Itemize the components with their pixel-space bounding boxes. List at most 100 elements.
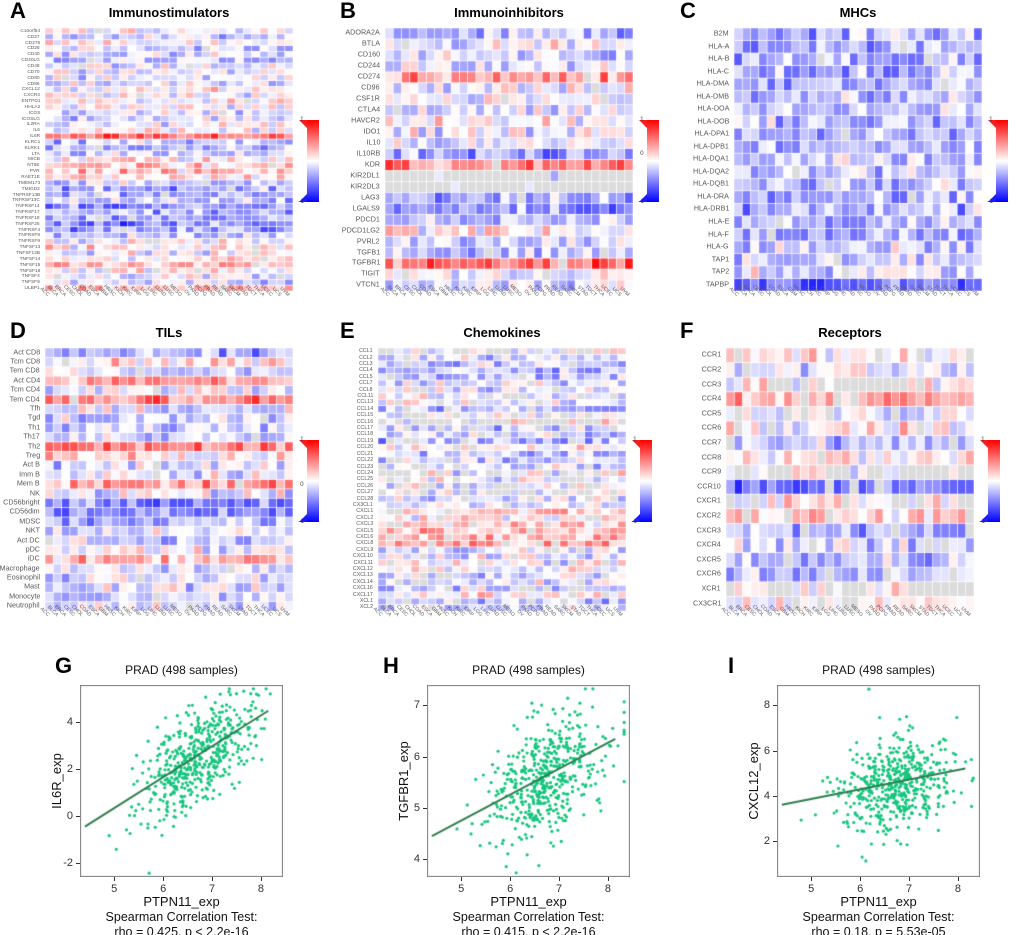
- row-label: Neutrophil: [7, 601, 40, 610]
- colorbar-tick-label: 1: [989, 116, 993, 124]
- row-label: PVRL2: [357, 237, 380, 246]
- row-label: TAP2: [711, 267, 729, 276]
- row-label: Act B: [22, 461, 40, 469]
- y-tick-label: 7: [413, 699, 420, 712]
- row-label: ULBP1: [24, 285, 40, 291]
- colorbar-tick-label: 0: [640, 149, 644, 157]
- panel-title: MHCs: [839, 5, 877, 20]
- panel-e-chemokines-heatmap: E Chemokines CCL1 CCL2 CCL3 CCL4 CCL5 CCL7 CCL…: [330, 320, 670, 650]
- heatmap-row-labels: B2M HLA-A HLA-B HLA-C HLA-DMA HLA-DMB HLA-DOA H…: [670, 28, 732, 291]
- row-label: pDC: [25, 545, 40, 554]
- x-tick-label: 7: [906, 883, 913, 895]
- row-label: CTLA4: [357, 105, 380, 114]
- row-label: XCL1: [359, 597, 373, 604]
- panel-title: Immunoinhibitors: [454, 5, 564, 20]
- row-label: CD276: [25, 39, 40, 46]
- row-label: VTCN1: [356, 281, 380, 289]
- row-label: TGFB1: [356, 248, 380, 257]
- row-label: TMIGD2: [21, 185, 40, 192]
- colorbar-tick-label: -1: [979, 518, 985, 526]
- row-label: TNFSF15: [19, 261, 40, 268]
- row-label: NKT: [25, 526, 40, 535]
- row-label: CD28: [27, 45, 40, 51]
- row-label: PVR: [30, 168, 40, 174]
- x-tick-label: 8: [954, 883, 962, 895]
- y-tick-mark: [423, 705, 427, 707]
- row-label: Monocyte: [8, 592, 40, 601]
- x-tick-label: 5: [458, 883, 465, 895]
- panel-h-scatter-tgfbr1-vs-ptpn11: H PRAD (498 samples) TGFBR1_exp 5 6 7 8 4 5 6 7…: [370, 655, 685, 935]
- row-label: CCL7: [359, 380, 373, 386]
- plot-title: PRAD (498 samples): [822, 663, 935, 677]
- heatmap-colorbar: 1 -1: [979, 437, 1000, 525]
- row-label: CCR1: [701, 350, 721, 359]
- stats-values: rho = 0.425, p < 2.2e-16: [114, 925, 249, 935]
- row-label: LTA: [31, 150, 40, 157]
- y-tick-mark: [423, 859, 427, 861]
- row-label: TNFRSF14: [15, 203, 40, 209]
- y-tick-mark: [423, 807, 427, 809]
- panel-f-receptors-heatmap: F Receptors CCR1 CCR2 CCR3 CCR4 CCR5 CCR6 CCR7…: [670, 320, 1020, 650]
- row-label: Tcm CD4: [10, 385, 40, 394]
- panel-letter: H: [383, 653, 399, 678]
- row-label: HLA-DQB1: [692, 180, 729, 189]
- row-label: MDSC: [18, 517, 40, 526]
- row-label: HLA-DPA1: [694, 130, 729, 138]
- panel-title: Receptors: [818, 325, 882, 340]
- row-label: CCL15: [356, 412, 373, 418]
- y-tick-label: 2: [66, 763, 73, 776]
- row-label: CCL19: [356, 437, 373, 444]
- row-label: TAPBP: [705, 280, 729, 289]
- row-label: HLA-F: [708, 230, 729, 239]
- row-label: Imm B: [19, 470, 40, 479]
- row-label: HLA-A: [707, 42, 729, 51]
- row-label: CXCR6: [696, 570, 721, 579]
- row-label: Tcm CD8: [10, 357, 40, 366]
- panel-letter: C: [680, 0, 696, 23]
- x-tick-mark: [260, 877, 262, 881]
- y-tick-mark: [773, 750, 777, 752]
- row-label: TNFRSF9: [18, 238, 40, 244]
- x-axis-label: PTPN11_exp: [840, 894, 917, 909]
- heatmap-colorbar: 1 -1: [298, 117, 319, 205]
- row-label: CXCL10: [353, 553, 373, 559]
- row-label: CXCL1: [356, 508, 373, 514]
- colorbar-tick-label: -1: [631, 518, 637, 526]
- row-label: CCL22: [356, 456, 373, 463]
- heatmap-row-labels: Act CD8 Tcm CD8 Tem CD8 Act CD4 Tcm CD4 Tem C…: [0, 348, 43, 611]
- heatmap-col-labels: ACC BLCA BRCA CESC CHOL COAD ESCA GBM HNSC KICH KI…: [373, 603, 626, 639]
- panel-a-immunostimulators-heatmap: A Immunostimulators C10orf54 CD27 CD276 CD2…: [0, 0, 330, 320]
- row-label: CCL3: [359, 360, 373, 367]
- row-label: CXCL9: [356, 546, 373, 553]
- row-label: TGFBR1: [351, 259, 380, 268]
- row-label: Act CD8: [13, 348, 40, 357]
- x-tick-mark: [510, 877, 512, 881]
- x-tick-mark: [909, 877, 911, 881]
- row-label: RAET1E: [21, 174, 40, 180]
- row-label: HLA-DMA: [696, 79, 729, 88]
- row-label: KLRK1: [24, 144, 40, 151]
- row-label: CCR4: [701, 394, 721, 403]
- panel-i-scatter-cxcl12-vs-ptpn11: I PRAD (498 samples) CXCL12_exp 5 6 7 8 2 4 6 8…: [700, 655, 1020, 935]
- row-label: CCR3: [701, 380, 721, 389]
- x-tick-mark: [860, 877, 862, 881]
- row-label: TNFSF18: [19, 267, 40, 273]
- row-label: CXCL16: [353, 585, 373, 591]
- stats-values: rho = 0.415, p < 2.2e-16: [461, 925, 596, 935]
- row-label: TNFRSF13B: [12, 191, 40, 197]
- scatter-plot: [427, 685, 630, 877]
- row-label: HHLA2: [24, 104, 40, 110]
- heatmap-colorbar: 1 -1: [987, 117, 1008, 205]
- row-label: ADORA2A: [345, 29, 380, 38]
- row-label: TNFSF4: [21, 273, 40, 279]
- heatmap-grid: [45, 28, 293, 291]
- row-label: TNFSF13B: [16, 250, 40, 256]
- y-tick-label: 5: [413, 801, 420, 814]
- row-label: PDCD1LG2: [341, 226, 380, 235]
- row-label: CCR5: [701, 409, 721, 418]
- row-label: CXCR5: [696, 555, 721, 564]
- heatmap-grid: [734, 28, 982, 291]
- row-label: CCL16: [356, 418, 373, 425]
- x-tick-label: 7: [556, 883, 563, 895]
- x-tick-mark: [607, 877, 609, 881]
